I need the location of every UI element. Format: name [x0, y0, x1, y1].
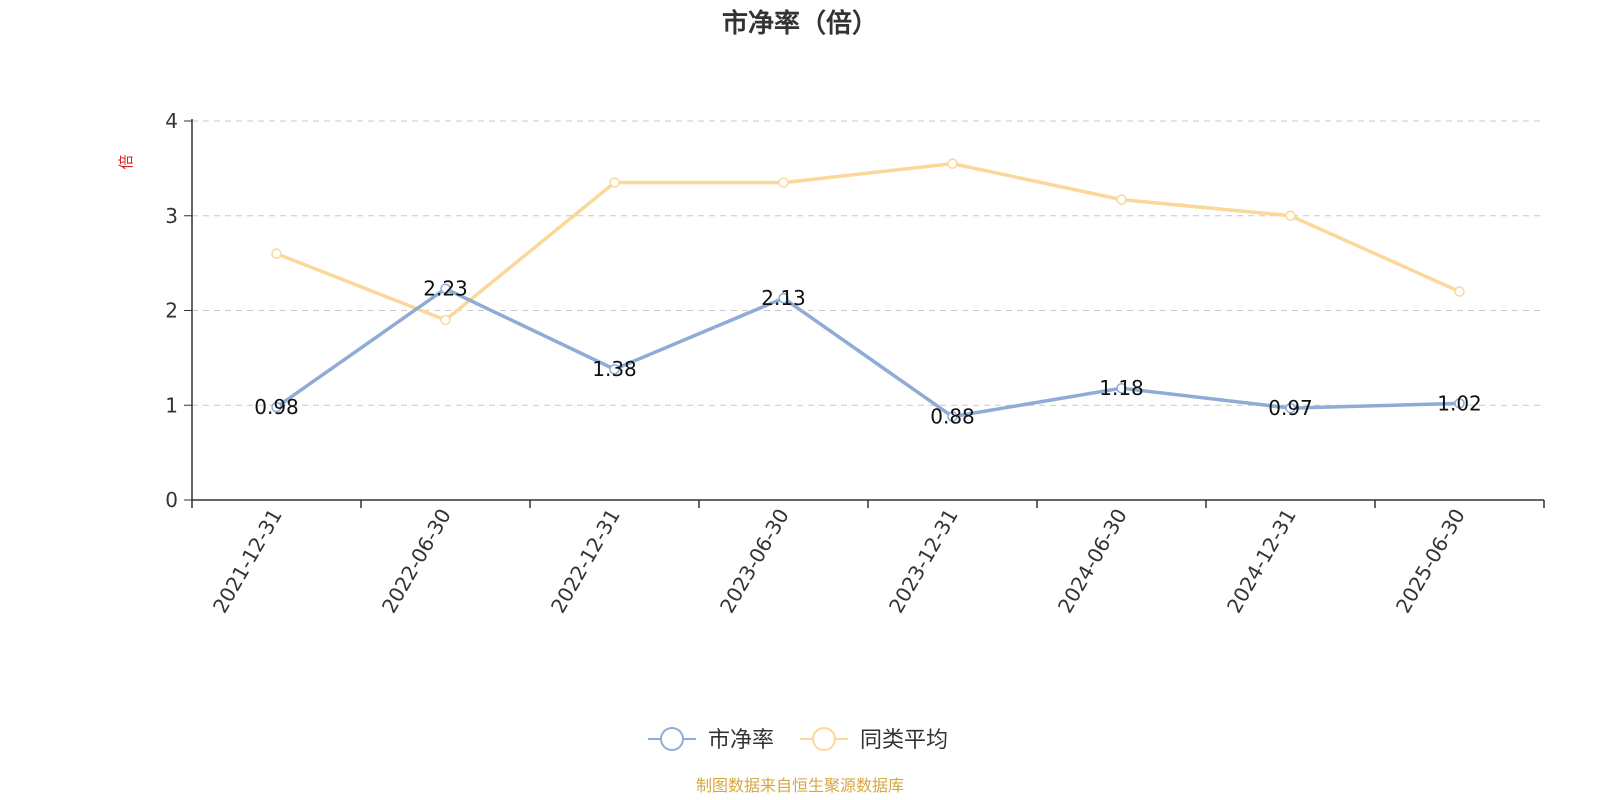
data-point-peer-average[interactable]	[1285, 210, 1296, 221]
x-tick-label: 2023-12-31	[884, 505, 963, 618]
series-lines	[271, 158, 1465, 422]
x-tick-label: 2023-06-30	[715, 505, 794, 618]
data-point-pb[interactable]	[1285, 402, 1296, 414]
data-point-pb[interactable]	[440, 283, 451, 294]
x-tick-label: 2022-06-30	[377, 505, 456, 618]
grid-lines	[192, 120, 1544, 406]
legend-marker-peer-average	[812, 727, 836, 751]
legend-item-pb[interactable]: 市净率	[648, 727, 774, 753]
legend-marker-pb	[660, 727, 684, 751]
data-label-pb: 1.38	[592, 357, 637, 381]
x-tick-label: 2025-06-30	[1391, 505, 1470, 618]
series-line-pb	[275, 286, 1460, 419]
data-label-pb: 1.02	[1437, 391, 1482, 415]
data-source-note: 制图数据来自恒生聚源数据库	[696, 776, 904, 795]
data-label-pb: 0.88	[930, 405, 975, 429]
axes: 0 1 2 3 4 2021-12-31 2022-06-30 2022-12-31 2023-…	[165, 109, 1545, 618]
data-point-peer-average[interactable]	[271, 248, 282, 259]
data-point-pb[interactable]	[778, 292, 789, 304]
y-tick-label: 0	[165, 488, 178, 512]
data-point-peer-average[interactable]	[1454, 286, 1465, 297]
series-line-peer-average	[275, 161, 1461, 322]
y-axis-unit-label: 倍	[117, 154, 135, 169]
data-point-pb[interactable]	[1454, 398, 1465, 409]
data-point-peer-average[interactable]	[440, 314, 451, 326]
data-point-pb[interactable]	[1116, 382, 1127, 394]
data-label-pb: 0.97	[1268, 396, 1313, 420]
y-tick-label: 1	[165, 393, 178, 417]
x-tick-label: 2024-06-30	[1053, 505, 1132, 618]
y-tick-label: 4	[165, 109, 178, 133]
data-point-peer-average[interactable]	[1116, 194, 1127, 205]
legend-item-peer-average[interactable]: 同类平均	[800, 727, 948, 753]
data-point-pb[interactable]	[271, 401, 282, 413]
x-tick-label: 2024-12-31	[1222, 505, 1301, 618]
y-tick-label: 3	[165, 204, 178, 228]
data-point-pb[interactable]	[947, 411, 958, 422]
data-point-peer-average[interactable]	[609, 177, 620, 188]
x-tick-label: 2021-12-31	[208, 505, 287, 618]
legend-label-pb: 市净率	[708, 728, 774, 753]
data-label-pb: 0.98	[254, 395, 299, 419]
data-label-pb: 2.13	[761, 286, 806, 310]
x-tick-label: 2022-12-31	[546, 505, 625, 618]
data-point-pb[interactable]	[609, 363, 620, 375]
data-point-peer-average[interactable]	[778, 177, 789, 188]
legend-label-peer-average: 同类平均	[860, 728, 948, 753]
y-tick-label: 2	[165, 299, 178, 323]
data-label-pb: 2.23	[423, 277, 468, 301]
data-labels: 0.98 2.23 1.38 2.13 0.88 1.18 0.97 1.02	[254, 277, 1482, 429]
data-point-peer-average[interactable]	[947, 158, 958, 169]
chart-title: 市净率（倍）	[722, 8, 878, 39]
legend: 市净率 同类平均	[648, 727, 948, 753]
data-label-pb: 1.18	[1099, 376, 1144, 400]
